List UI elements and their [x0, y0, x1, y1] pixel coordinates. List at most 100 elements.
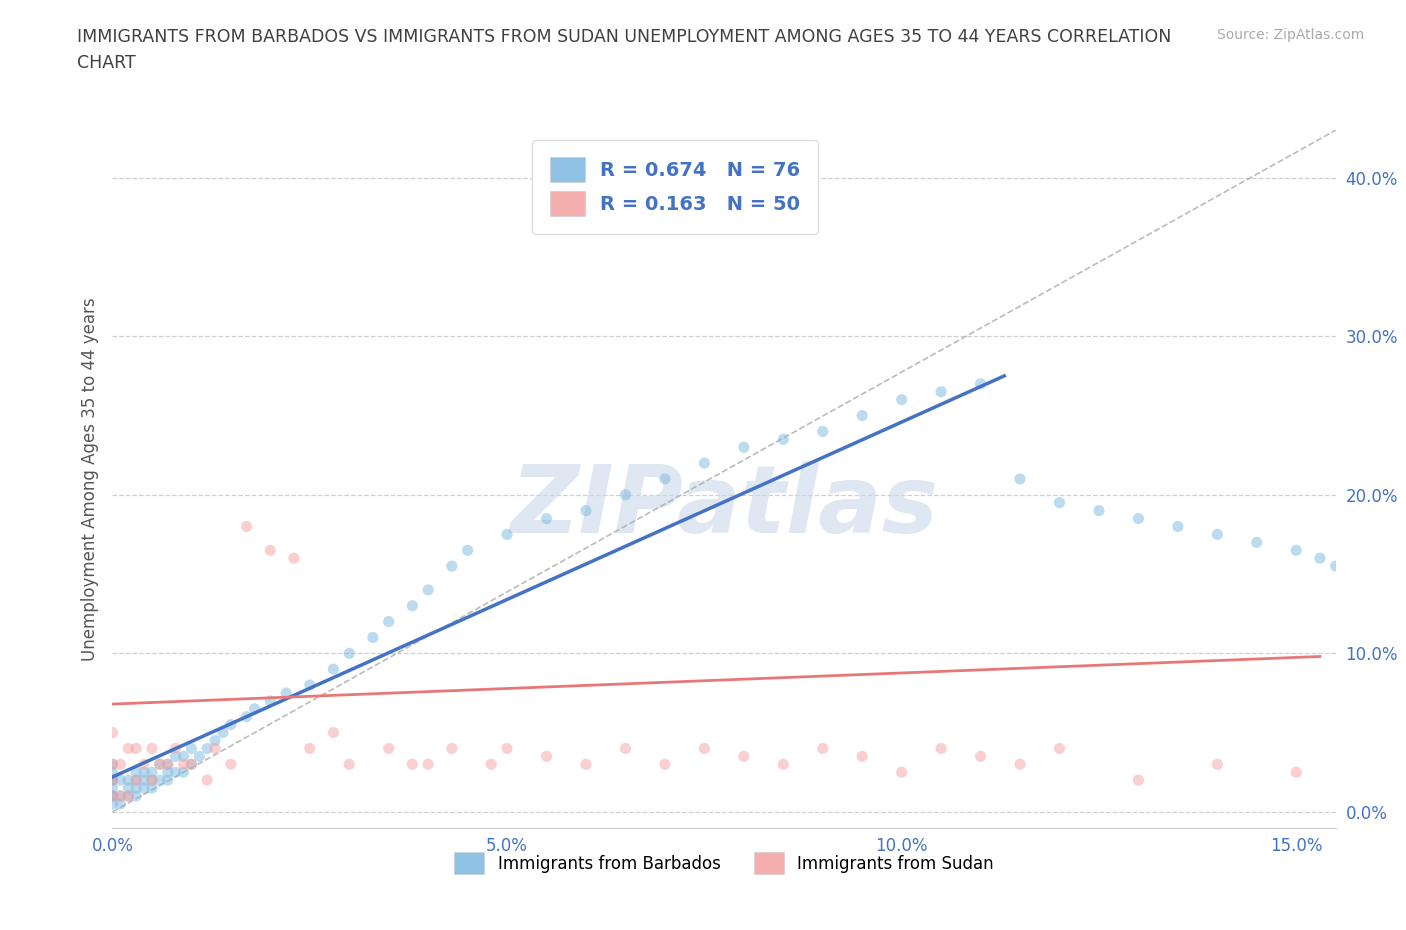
Point [101, 725, 124, 740]
Point [890, 392, 912, 407]
Point [180, 757, 202, 772]
Point [418, 582, 440, 597]
Legend: Immigrants from Barbados, Immigrants from Sudan: Immigrants from Barbados, Immigrants fro… [446, 844, 1002, 883]
Point [575, 503, 598, 518]
Point [274, 685, 297, 700]
Point [1088, 503, 1111, 518]
Point [575, 757, 598, 772]
Point [1008, 472, 1031, 486]
Point [969, 749, 991, 764]
Point [110, 796, 132, 811]
Point [772, 432, 794, 446]
Point [654, 472, 676, 486]
Point [117, 780, 139, 795]
Point [180, 757, 202, 772]
Point [149, 773, 172, 788]
Point [195, 741, 218, 756]
Point [1167, 519, 1189, 534]
Point [180, 741, 202, 756]
Point [418, 757, 440, 772]
Point [1246, 535, 1268, 550]
Point [377, 741, 399, 756]
Point [283, 551, 305, 565]
Point [1324, 559, 1347, 574]
Point [101, 789, 124, 804]
Text: IMMIGRANTS FROM BARBADOS VS IMMIGRANTS FROM SUDAN UNEMPLOYMENT AMONG AGES 35 TO : IMMIGRANTS FROM BARBADOS VS IMMIGRANTS F… [77, 28, 1171, 73]
Point [173, 749, 195, 764]
Point [141, 773, 163, 788]
Point [195, 773, 218, 788]
Point [173, 764, 195, 779]
Point [101, 773, 124, 788]
Point [125, 773, 148, 788]
Point [536, 749, 558, 764]
Point [141, 773, 163, 788]
Point [101, 789, 124, 804]
Point [693, 741, 716, 756]
Point [165, 749, 187, 764]
Point [141, 741, 163, 756]
Point [101, 757, 124, 772]
Point [1206, 527, 1229, 542]
Point [204, 741, 226, 756]
Point [125, 780, 148, 795]
Point [101, 789, 124, 804]
Point [496, 527, 519, 542]
Point [1049, 496, 1071, 511]
Point [1049, 741, 1071, 756]
Point [125, 789, 148, 804]
Point [440, 559, 463, 574]
Point [322, 662, 344, 677]
Point [1285, 764, 1308, 779]
Point [110, 757, 132, 772]
Point [235, 710, 257, 724]
Point [337, 757, 360, 772]
Point [141, 764, 163, 779]
Point [141, 780, 163, 795]
Point [614, 741, 637, 756]
Point [125, 773, 148, 788]
Point [101, 780, 124, 795]
Point [929, 384, 952, 399]
Point [243, 701, 266, 716]
Point [259, 694, 281, 709]
Point [733, 749, 755, 764]
Point [125, 764, 148, 779]
Point [929, 741, 952, 756]
Point [117, 789, 139, 804]
Point [110, 789, 132, 804]
Text: ZIPatlas: ZIPatlas [510, 461, 938, 552]
Point [479, 757, 502, 772]
Point [733, 440, 755, 455]
Point [101, 773, 124, 788]
Point [457, 543, 479, 558]
Point [693, 456, 716, 471]
Point [890, 764, 912, 779]
Point [1008, 757, 1031, 772]
Point [1309, 551, 1331, 565]
Point [811, 741, 834, 756]
Point [377, 614, 399, 629]
Point [156, 773, 179, 788]
Point [165, 741, 187, 756]
Point [235, 519, 257, 534]
Y-axis label: Unemployment Among Ages 35 to 44 years: Unemployment Among Ages 35 to 44 years [80, 298, 98, 660]
Point [259, 543, 281, 558]
Point [811, 424, 834, 439]
Point [156, 757, 179, 772]
Point [156, 757, 179, 772]
Point [188, 749, 211, 764]
Point [1285, 543, 1308, 558]
Point [173, 757, 195, 772]
Point [212, 725, 235, 740]
Point [496, 741, 519, 756]
Point [117, 741, 139, 756]
Point [969, 377, 991, 392]
Text: Source: ZipAtlas.com: Source: ZipAtlas.com [1216, 28, 1364, 42]
Point [132, 780, 155, 795]
Point [1128, 773, 1150, 788]
Point [117, 789, 139, 804]
Point [101, 764, 124, 779]
Point [536, 512, 558, 526]
Point [298, 741, 321, 756]
